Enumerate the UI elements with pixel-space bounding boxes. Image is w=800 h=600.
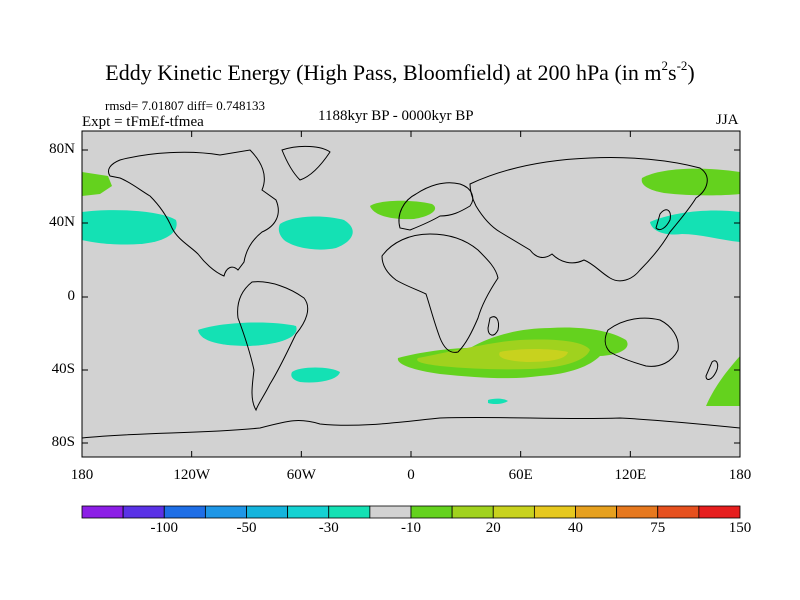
longitude-label: 0 (407, 467, 415, 483)
coast-greenland (281, 145, 331, 181)
colorbar-swatch (163, 505, 206, 519)
longitude-label: 60W (286, 467, 316, 483)
latitude-ticks (82, 149, 740, 444)
anomaly-north-atlantic (278, 216, 353, 250)
coast-south-america (237, 281, 309, 412)
anomaly-southwest-pacific (706, 356, 740, 406)
anomaly-southern-ocean-speck (488, 398, 508, 405)
longitude-label: 180 (70, 467, 94, 483)
anomaly-north-atlantic-west (82, 172, 112, 196)
period-label: 1188kyr BP - 0000kyr BP (318, 108, 474, 124)
anomaly-pacific-north-central (82, 210, 177, 245)
colorbar-swatch (122, 505, 165, 519)
longitude-label: 180 (728, 467, 752, 483)
anomaly-south-pacific (198, 322, 297, 346)
anomaly-south-atlantic (291, 367, 340, 383)
coast-australia (604, 317, 679, 367)
colorbar-swatch (575, 505, 618, 519)
latitude-label: 40S (51, 361, 75, 377)
anomaly-north-pacific (641, 168, 740, 196)
map-field (82, 131, 740, 457)
anomaly-south-indian-peak (499, 349, 568, 362)
colorbar-swatch (533, 505, 576, 519)
coast-japan (655, 209, 671, 231)
colorbar-tick-label: 75 (650, 520, 666, 536)
colorbar-swatch (410, 505, 453, 519)
coast-asia (469, 156, 708, 282)
anomaly-west-pacific (650, 210, 740, 242)
coast-europe (398, 182, 474, 231)
coast-madagascar (487, 316, 499, 336)
longitude-label: 120E (614, 467, 647, 483)
latitude-label: 80S (51, 434, 75, 450)
experiment-label: Expt = tFmEf-tfmea (82, 114, 204, 130)
colorbar-swatch (246, 505, 289, 519)
colorbar-tick-label: 40 (568, 520, 583, 536)
colorbar-swatch (204, 505, 247, 519)
colorbar-swatch (698, 505, 741, 519)
stats-label: rmsd= 7.01807 diff= 0.748133 (105, 98, 265, 113)
latitude-label: 40N (49, 214, 75, 230)
colorbar-tick-label: -100 (150, 520, 179, 536)
colorbar-tick-label: -50 (236, 520, 257, 536)
colorbar-swatch (451, 505, 494, 519)
longitude-label: 120W (173, 467, 210, 483)
colorbar-tick-label: 20 (485, 520, 501, 536)
colorbar-swatch (616, 505, 659, 519)
coast-africa (381, 233, 499, 353)
colorbar-swatch (287, 505, 330, 519)
colorbar-swatch (492, 505, 535, 519)
colorbar-swatch (81, 505, 124, 519)
plot-title: Eddy Kinetic Energy (High Pass, Bloomfie… (105, 58, 695, 85)
colorbar-tick-label: -10 (401, 520, 421, 536)
latitude-label: 80N (49, 141, 75, 157)
longitude-label: 60E (508, 467, 533, 483)
colorbar-swatch (657, 505, 700, 519)
coastlines (82, 145, 740, 439)
season-label: JJA (716, 112, 739, 128)
map-background (82, 131, 740, 457)
colorbar (81, 505, 741, 519)
anomaly-europe (370, 200, 436, 220)
coast-antarctica (82, 416, 740, 439)
latitude-label: 0 (67, 288, 76, 304)
colorbar-swatch (328, 505, 371, 519)
colorbar-tick-label: -30 (318, 520, 339, 536)
longitude-ticks (81, 131, 741, 457)
coast-north-america (107, 149, 279, 277)
colorbar-swatch (369, 505, 412, 519)
coast-new-zealand (705, 360, 719, 380)
colorbar-tick-label: 150 (728, 520, 752, 536)
